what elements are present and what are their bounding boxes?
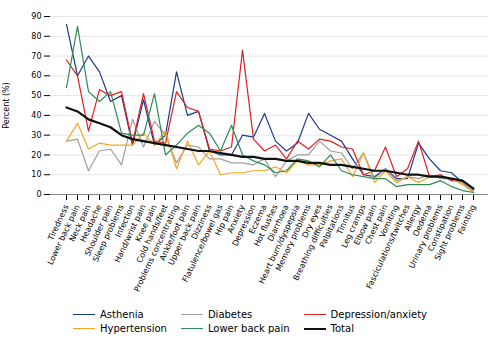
- svg-text:Allergy: Allergy: [402, 203, 423, 233]
- html-text:Asthenia: Asthenia: [100, 309, 144, 320]
- svg-text:90: 90: [31, 12, 41, 21]
- svg-text:Neck pain: Neck pain: [67, 203, 93, 244]
- html-text:Depression/anxiety: Depression/anxiety: [330, 309, 427, 320]
- svg-text:Shoulder pain: Shoulder pain: [83, 203, 115, 258]
- svg-text:Fasciculations/twitches: Fasciculations/twitches: [365, 203, 412, 290]
- svg-text:Flatulence/bowel gas: Flatulence/bowel gas: [181, 203, 225, 283]
- svg-text:Breathing difficulties: Breathing difficulties: [291, 203, 335, 283]
- svg-text:40: 40: [31, 111, 41, 120]
- svg-text:Hip pain: Hip pain: [213, 203, 236, 238]
- svg-text:Headache: Headache: [78, 203, 104, 244]
- svg-text:Eczema: Eczema: [247, 203, 269, 236]
- svg-text:70: 70: [31, 52, 41, 61]
- svg-text:Lower back pain: Lower back pain: [45, 203, 82, 267]
- svg-text:Urinary problems: Urinary problems: [407, 203, 445, 270]
- svg-text:Memory problems: Memory problems: [273, 203, 313, 273]
- svg-text:Ankle/foot pain: Ankle/foot pain: [157, 203, 192, 262]
- svg-text:Upper back pain: Upper back pain: [166, 203, 203, 267]
- html-text:Total: Total: [330, 323, 354, 334]
- svg-text:Knee pain: Knee pain: [133, 203, 159, 244]
- svg-text:80: 80: [31, 32, 41, 41]
- svg-text:Palpitations: Palpitations: [317, 203, 346, 250]
- svg-text:10: 10: [31, 170, 41, 179]
- svg-text:Hot flushes: Hot flushes: [252, 203, 280, 248]
- svg-text:Diarrhoea: Diarrhoea: [265, 203, 291, 243]
- svg-text:30: 30: [31, 131, 41, 140]
- svg-text:Sight problems: Sight problems: [432, 203, 467, 262]
- svg-text:Sleep problems: Sleep problems: [91, 203, 126, 264]
- svg-text:Oedema: Oedema: [411, 203, 434, 238]
- svg-text:Cold hands/feet: Cold hands/feet: [134, 203, 170, 265]
- svg-text:Anxiety: Anxiety: [225, 203, 247, 235]
- svg-text:Problems concentrating: Problems concentrating: [132, 203, 181, 294]
- svg-text:0: 0: [36, 190, 41, 199]
- html-text:Diabetes: Diabetes: [207, 309, 253, 320]
- svg-text:Infection: Infection: [113, 203, 137, 239]
- svg-text:Tinnitus: Tinnitus: [335, 203, 357, 236]
- svg-text:Dizziness: Dizziness: [189, 203, 214, 241]
- svg-text:Constipation: Constipation: [426, 203, 456, 253]
- svg-text:Percent (%): Percent (%): [2, 82, 11, 129]
- svg-text:Tiredness: Tiredness: [46, 203, 71, 242]
- svg-text:Vomiting: Vomiting: [377, 203, 401, 240]
- svg-text:Dry eyes: Dry eyes: [300, 203, 324, 240]
- svg-text:Hand/wrist pain: Hand/wrist pain: [112, 203, 148, 265]
- svg-text:Chest pain: Chest pain: [363, 203, 390, 246]
- html-text:Hypertension: Hypertension: [100, 323, 167, 334]
- svg-text:Leg cramps: Leg cramps: [339, 203, 368, 250]
- svg-text:Fainting: Fainting: [456, 203, 478, 235]
- svg-text:Elbow pain: Elbow pain: [352, 203, 379, 247]
- svg-text:Depression: Depression: [230, 203, 258, 248]
- html-text:Lower back pain: Lower back pain: [207, 323, 290, 334]
- svg-text:20: 20: [31, 151, 41, 160]
- svg-text:50: 50: [31, 91, 41, 100]
- svg-text:60: 60: [31, 71, 41, 80]
- svg-text:Heart burn/dyspepsia: Heart burn/dyspepsia: [257, 203, 302, 286]
